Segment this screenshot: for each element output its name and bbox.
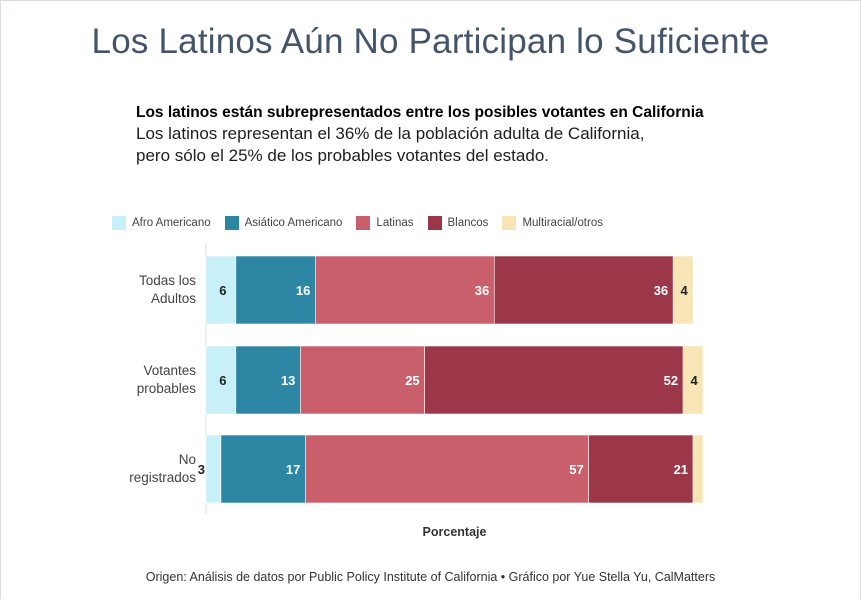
bar-segment	[672, 255, 694, 325]
subtitle-line-1: Los latinos representan el 36% de la pob…	[136, 124, 645, 143]
bar-segment	[205, 345, 237, 415]
bar-segment	[692, 434, 704, 504]
legend-swatch	[112, 216, 126, 230]
legend-label: Latinas	[376, 217, 414, 229]
legend-item-blancos: Blancos	[427, 216, 489, 230]
bar-segment	[235, 345, 301, 415]
data-label: 4	[690, 373, 698, 388]
bar-segment	[588, 434, 694, 504]
data-label: 36	[475, 283, 489, 298]
bar-segment	[315, 255, 495, 325]
x-axis-label: Porcentaje	[423, 525, 487, 539]
data-label: 17	[286, 462, 300, 477]
chart-subtitle: Los latinos están subrepresentados entre…	[136, 103, 816, 167]
data-label: 4	[681, 283, 689, 298]
category-label: probables	[137, 381, 197, 396]
bar-segment	[220, 434, 306, 504]
bar-segment	[424, 345, 684, 415]
subtitle-headline: Los latinos están subrepresentados entre…	[136, 104, 704, 121]
data-label: 25	[405, 373, 419, 388]
data-label: 6	[219, 373, 226, 388]
page-title: Los Latinos Aún No Participan lo Suficie…	[91, 22, 770, 61]
legend-swatch	[502, 216, 517, 230]
category-label: Todas los	[139, 273, 196, 288]
chart-legend: Afro Americano Asiático Americano Latina…	[112, 214, 617, 232]
bar-segment	[235, 255, 316, 325]
legend-label: Multiracial/otros	[522, 217, 603, 229]
legend-item-multiracial-otros: Multiracial/otros	[502, 216, 603, 230]
bar-segment	[682, 345, 704, 415]
legend-item-afro-americano: Afro Americano	[112, 216, 211, 230]
data-label: 36	[654, 283, 668, 298]
source-caption: Origen: Análisis de datos por Public Pol…	[145, 570, 716, 584]
legend-label: Asiático Americano	[244, 217, 343, 229]
data-label: 57	[569, 462, 583, 477]
category-label: Votantes	[143, 363, 196, 378]
data-label: 13	[281, 373, 295, 388]
legend-item-latinas: Latinas	[356, 216, 414, 230]
legend-label: Afro Americano	[132, 217, 211, 229]
bar-segment	[493, 255, 674, 325]
legend-item-asiatico-americano: Asiático Americano	[224, 216, 343, 230]
data-label: 52	[664, 373, 678, 388]
category-label: registrados	[129, 470, 196, 485]
bar-segment	[305, 434, 589, 504]
subtitle-line-2: pero sólo el 25% de los probables votant…	[136, 146, 549, 165]
data-label: 6	[219, 283, 226, 298]
data-label: 16	[296, 283, 310, 298]
legend-swatch	[427, 216, 442, 230]
data-label: 21	[674, 462, 688, 477]
bar-segment	[205, 255, 237, 325]
legend-swatch	[224, 216, 239, 230]
bar-segment	[205, 434, 222, 504]
category-label: Adultos	[151, 291, 196, 306]
category-label: No	[179, 452, 196, 467]
legend-swatch	[356, 216, 371, 230]
legend-label: Blancos	[447, 217, 489, 229]
data-label: 3	[198, 462, 205, 477]
